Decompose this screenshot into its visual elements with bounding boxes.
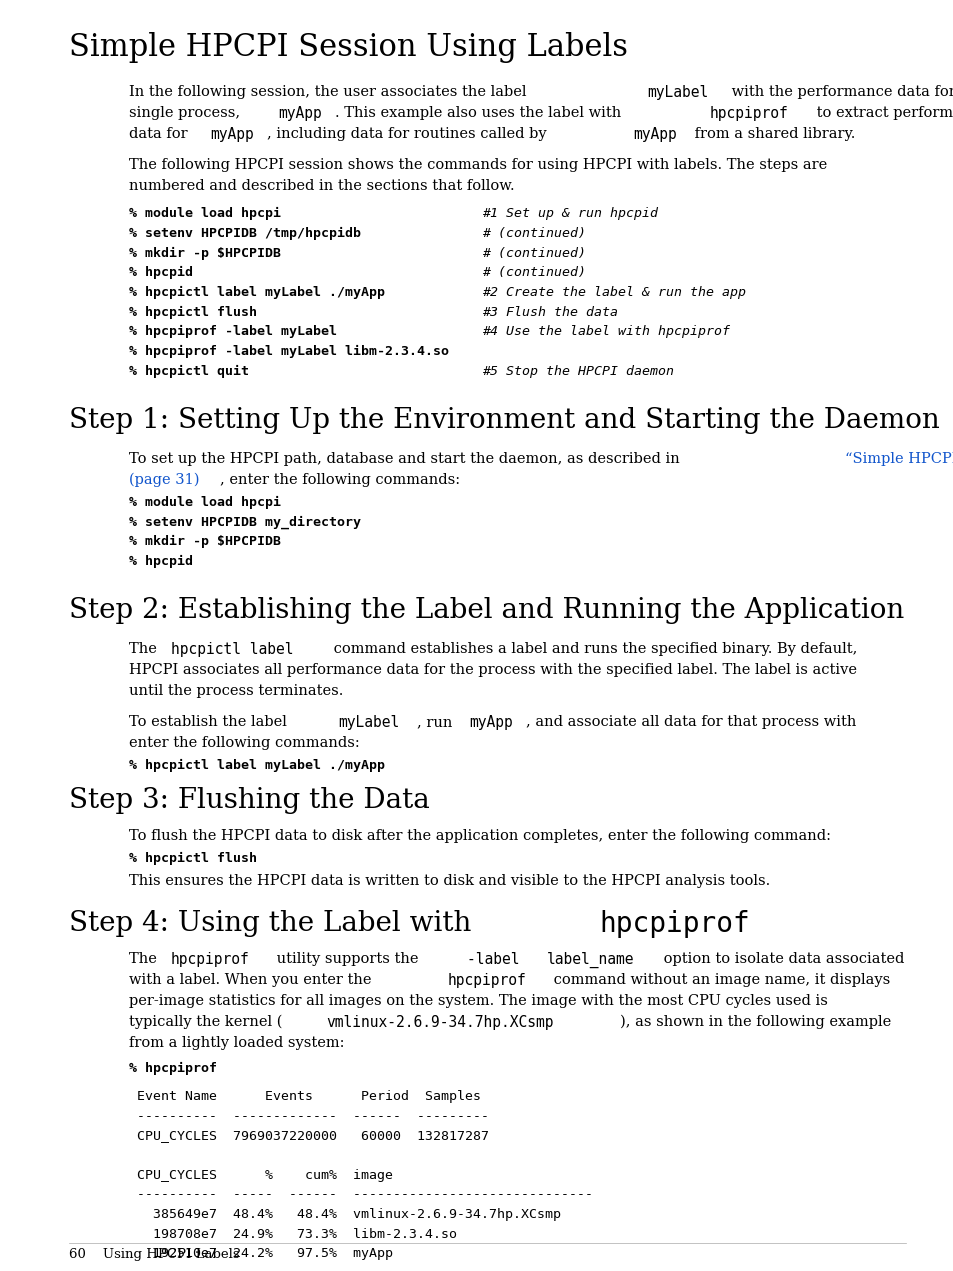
Text: #4 Use the label with hpcpiprof: #4 Use the label with hpcpiprof <box>481 325 729 338</box>
Text: myApp: myApp <box>469 714 513 730</box>
Text: This ensures the HPCPI data is written to disk and visible to the HPCPI analysis: This ensures the HPCPI data is written t… <box>129 874 769 888</box>
Text: . This example also uses the label with: . This example also uses the label with <box>335 107 625 121</box>
Text: command establishes a label and runs the specified binary. By default,: command establishes a label and runs the… <box>329 642 856 656</box>
Text: Step 2: Establishing the Label and Running the Application: Step 2: Establishing the Label and Runni… <box>69 597 903 624</box>
Text: #3 Flush the data: #3 Flush the data <box>481 305 618 319</box>
Text: % mkdir -p $HPCPIDB: % mkdir -p $HPCPIDB <box>129 247 280 259</box>
Text: -label: -label <box>467 952 528 967</box>
Text: myApp: myApp <box>211 127 253 142</box>
Text: Step 3: Flushing the Data: Step 3: Flushing the Data <box>69 787 429 813</box>
Text: hpcpictl label: hpcpictl label <box>171 642 293 657</box>
Text: CPU_CYCLES  7969037220000   60000  132817287: CPU_CYCLES 7969037220000 60000 132817287 <box>129 1129 488 1143</box>
Text: % hpcpictl quit: % hpcpictl quit <box>129 365 249 377</box>
Text: ----------  -----  ------  ------------------------------: ---------- ----- ------ ----------------… <box>129 1188 592 1201</box>
Text: #2 Create the label & run the app: #2 Create the label & run the app <box>481 286 745 299</box>
Text: 192510e7  24.2%   97.5%  myApp: 192510e7 24.2% 97.5% myApp <box>129 1247 393 1261</box>
Text: % mkdir -p $HPCPIDB: % mkdir -p $HPCPIDB <box>129 535 280 548</box>
Text: % module load hpcpi: % module load hpcpi <box>129 207 280 220</box>
Text: to extract performance: to extract performance <box>811 107 953 121</box>
Text: hpcpiprof: hpcpiprof <box>709 107 788 121</box>
Text: “Simple HPCPI Session”: “Simple HPCPI Session” <box>844 451 953 466</box>
Text: % hpcpictl flush: % hpcpictl flush <box>129 305 256 319</box>
Text: label_name: label_name <box>546 952 633 969</box>
Text: , and associate all data for that process with: , and associate all data for that proces… <box>525 714 860 730</box>
Text: with the performance data for a: with the performance data for a <box>726 85 953 99</box>
Text: Step 1: Setting Up the Environment and Starting the Daemon: Step 1: Setting Up the Environment and S… <box>69 407 939 435</box>
Text: myLabel: myLabel <box>338 714 399 730</box>
Text: # (continued): # (continued) <box>481 266 585 280</box>
Text: from a lightly loaded system:: from a lightly loaded system: <box>129 1036 344 1050</box>
Text: enter the following commands:: enter the following commands: <box>129 736 359 750</box>
Text: myApp: myApp <box>633 127 677 142</box>
Text: % setenv HPCPIDB /tmp/hpcpidb: % setenv HPCPIDB /tmp/hpcpidb <box>129 226 360 240</box>
Text: 385649e7  48.4%   48.4%  vmlinux-2.6.9-34.7hp.XCsmp: 385649e7 48.4% 48.4% vmlinux-2.6.9-34.7h… <box>129 1207 560 1221</box>
Text: , run: , run <box>417 714 457 730</box>
Text: from a shared library.: from a shared library. <box>689 127 855 141</box>
Text: # (continued): # (continued) <box>481 247 585 259</box>
Text: 60    Using HPCPI Labels: 60 Using HPCPI Labels <box>69 1248 239 1261</box>
Text: per-image statistics for all images on the system. The image with the most CPU c: per-image statistics for all images on t… <box>129 994 827 1008</box>
Text: , enter the following commands:: , enter the following commands: <box>219 473 459 487</box>
Text: % hpcpiprof -label myLabel libm-2.3.4.so: % hpcpiprof -label myLabel libm-2.3.4.so <box>129 344 448 358</box>
Text: vmlinux-2.6.9-34.7hp.XCsmp: vmlinux-2.6.9-34.7hp.XCsmp <box>326 1014 554 1030</box>
Text: #5 Stop the HPCPI daemon: #5 Stop the HPCPI daemon <box>481 365 673 377</box>
Text: (page 31): (page 31) <box>129 473 199 487</box>
Text: The: The <box>129 952 161 966</box>
Text: myApp: myApp <box>278 107 321 121</box>
Text: Event Name      Events      Period  Samples: Event Name Events Period Samples <box>129 1089 480 1103</box>
Text: hpcpiprof: hpcpiprof <box>447 972 526 988</box>
Text: % hpcpiprof: % hpcpiprof <box>129 1061 216 1075</box>
Text: with a label. When you enter the: with a label. When you enter the <box>129 972 375 988</box>
Text: To flush the HPCPI data to disk after the application completes, enter the follo: To flush the HPCPI data to disk after th… <box>129 829 830 843</box>
Text: Simple HPCPI Session Using Labels: Simple HPCPI Session Using Labels <box>69 32 627 62</box>
Text: The following HPCPI session shows the commands for using HPCPI with labels. The : The following HPCPI session shows the co… <box>129 158 826 173</box>
Text: hpcpiprof: hpcpiprof <box>598 910 749 938</box>
Text: % module load hpcpi: % module load hpcpi <box>129 496 280 508</box>
Text: To establish the label: To establish the label <box>129 714 291 730</box>
Text: ----------  -------------  ------  ---------: ---------- ------------- ------ --------… <box>129 1110 488 1122</box>
Text: % hpcpictl label myLabel ./myApp: % hpcpictl label myLabel ./myApp <box>129 286 384 299</box>
Text: The: The <box>129 642 161 656</box>
Text: % hpcpid: % hpcpid <box>129 266 193 280</box>
Text: In the following session, the user associates the label: In the following session, the user assoc… <box>129 85 531 99</box>
Text: 198708e7  24.9%   73.3%  libm-2.3.4.so: 198708e7 24.9% 73.3% libm-2.3.4.so <box>129 1228 456 1240</box>
Text: myLabel: myLabel <box>647 85 708 100</box>
Text: data for: data for <box>129 127 192 141</box>
Text: #1 Set up & run hpcpid: #1 Set up & run hpcpid <box>481 207 657 220</box>
Text: , including data for routines called by: , including data for routines called by <box>267 127 551 141</box>
Text: numbered and described in the sections that follow.: numbered and described in the sections t… <box>129 179 514 193</box>
Text: utility supports the: utility supports the <box>272 952 423 966</box>
Text: HPCPI associates all performance data for the process with the specified label. : HPCPI associates all performance data fo… <box>129 662 856 677</box>
Text: # (continued): # (continued) <box>481 226 585 240</box>
Text: % hpcpictl flush: % hpcpictl flush <box>129 852 256 864</box>
Text: command without an image name, it displays: command without an image name, it displa… <box>549 972 889 988</box>
Text: % setenv HPCPIDB my_directory: % setenv HPCPIDB my_directory <box>129 515 360 529</box>
Text: To set up the HPCPI path, database and start the daemon, as described in: To set up the HPCPI path, database and s… <box>129 451 683 466</box>
Text: option to isolate data associated: option to isolate data associated <box>659 952 903 966</box>
Text: % hpcpictl label myLabel ./myApp: % hpcpictl label myLabel ./myApp <box>129 759 384 771</box>
Text: ), as shown in the following example: ), as shown in the following example <box>619 1014 890 1030</box>
Text: single process,: single process, <box>129 107 244 121</box>
Text: typically the kernel (: typically the kernel ( <box>129 1014 282 1030</box>
Text: % hpcpiprof -label myLabel: % hpcpiprof -label myLabel <box>129 325 336 338</box>
Text: % hpcpid: % hpcpid <box>129 554 193 568</box>
Text: hpcpiprof: hpcpiprof <box>171 952 250 967</box>
Text: until the process terminates.: until the process terminates. <box>129 684 343 698</box>
Text: Step 4: Using the Label with: Step 4: Using the Label with <box>69 910 479 937</box>
Text: CPU_CYCLES      %    cum%  image: CPU_CYCLES % cum% image <box>129 1168 393 1182</box>
